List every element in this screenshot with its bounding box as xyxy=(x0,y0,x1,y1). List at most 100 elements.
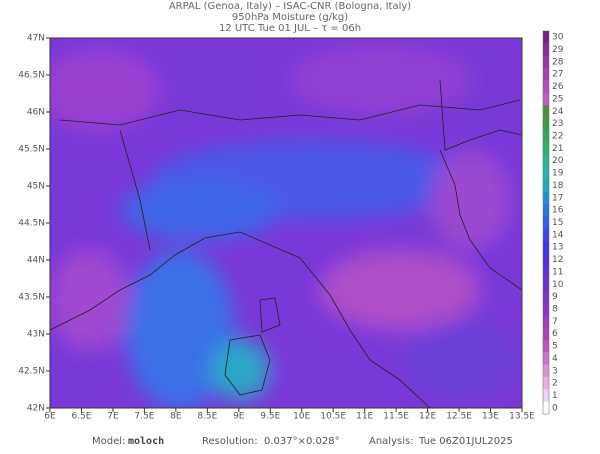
colorbar-label: 16 xyxy=(552,206,564,216)
x-tick-label: 13.5E xyxy=(509,412,535,422)
x-tick-label: 12.5E xyxy=(446,412,472,422)
colorbar-swatch xyxy=(543,129,549,143)
colorbar-label: 15 xyxy=(552,218,563,228)
colorbar-label: 29 xyxy=(552,45,564,55)
footer-label: Resolution: xyxy=(202,436,258,447)
colorbar-label: 0 xyxy=(552,403,558,413)
y-tick-label: 45.5N xyxy=(18,145,45,155)
x-tick-label: 11.5E xyxy=(383,412,409,422)
colorbar: 3029282726252423222120191817161514131211… xyxy=(542,30,564,415)
colorbar-swatch xyxy=(543,117,549,131)
colorbar-swatch xyxy=(543,302,549,316)
footer-label: Analysis: xyxy=(369,436,414,447)
colorbar-swatch xyxy=(543,154,549,168)
colorbar-label: 18 xyxy=(552,181,564,191)
y-tick-label: 47N xyxy=(27,34,45,44)
x-tick-label: 8E xyxy=(170,412,182,422)
colorbar-swatch xyxy=(543,68,549,81)
colorbar-swatch xyxy=(543,401,549,415)
colorbar-swatch xyxy=(543,142,549,155)
y-tick-label: 44N xyxy=(27,256,45,266)
y-tick-label: 44.5N xyxy=(18,219,45,229)
colorbar-swatch xyxy=(543,278,549,291)
colorbar-label: 10 xyxy=(552,280,564,290)
colorbar-label: 2 xyxy=(552,379,558,389)
x-tick-label: 8.5E xyxy=(197,412,217,422)
colorbar-label: 28 xyxy=(552,57,564,67)
y-tick-label: 42.5N xyxy=(18,367,45,377)
colorbar-swatch xyxy=(543,253,549,267)
colorbar-label: 23 xyxy=(552,119,563,129)
colorbar-label: 26 xyxy=(552,82,564,92)
colorbar-swatch xyxy=(543,191,549,205)
header-line: 12 UTC Tue 01 JUL – τ = 06h xyxy=(219,23,361,34)
x-tick-label: 6E xyxy=(44,412,56,422)
x-tick-label: 11E xyxy=(356,412,373,422)
colorbar-label: 11 xyxy=(552,267,563,277)
colorbar-label: 20 xyxy=(552,156,564,166)
colorbar-swatch xyxy=(543,352,549,365)
colorbar-swatch xyxy=(543,290,549,304)
colorbar-label: 22 xyxy=(552,132,563,142)
colorbar-swatch xyxy=(543,55,549,69)
y-tick-label: 42N xyxy=(27,404,45,414)
x-tick-label: 9.5E xyxy=(260,412,280,422)
coastlines xyxy=(50,79,522,408)
colorbar-frame xyxy=(542,30,550,415)
colorbar-label: 12 xyxy=(552,255,563,265)
colorbar-label: 30 xyxy=(552,33,564,43)
x-tick-label: 10.5E xyxy=(320,412,346,422)
colorbar-swatch xyxy=(543,31,549,44)
colorbar-label: 27 xyxy=(552,70,563,80)
colorbar-swatch xyxy=(543,105,549,118)
field xyxy=(50,38,522,408)
x-tick-label: 6.5E xyxy=(71,412,91,422)
colorbar-swatch xyxy=(543,216,549,229)
colorbar-label: 3 xyxy=(552,366,558,376)
footer-value: Tue 06Z01JUL2025 xyxy=(418,436,513,447)
x-tick-label: 12E xyxy=(419,412,436,422)
y-tick-label: 43N xyxy=(27,330,45,340)
colorbar-label: 7 xyxy=(552,317,558,327)
colorbar-label: 17 xyxy=(552,193,563,203)
x-tick-label: 10E xyxy=(293,412,310,422)
colorbar-label: 13 xyxy=(552,243,563,253)
x-tick-label: 13E xyxy=(482,412,499,422)
colorbar-label: 24 xyxy=(552,107,564,117)
colorbar-label: 9 xyxy=(552,292,558,302)
colorbar-swatch xyxy=(543,80,549,94)
x-tick-label: 7E xyxy=(107,412,119,422)
colorbar-label: 8 xyxy=(552,304,558,314)
colorbar-swatch xyxy=(543,339,549,353)
x-tick-label: 9E xyxy=(233,412,245,422)
colorbar-label: 1 xyxy=(552,391,558,401)
header-line: 950hPa Moisture (g/kg) xyxy=(232,12,348,23)
footer-label: Model: xyxy=(92,436,125,447)
colorbar-swatch xyxy=(543,203,549,217)
colorbar-label: 14 xyxy=(552,230,564,240)
colorbar-swatch xyxy=(543,376,549,390)
colorbar-swatch xyxy=(543,228,549,242)
colorbar-swatch xyxy=(543,327,549,341)
colorbar-label: 5 xyxy=(552,342,558,352)
colorbar-label: 21 xyxy=(552,144,563,154)
x-tick-label: 7.5E xyxy=(134,412,154,422)
colorbar-swatch xyxy=(543,364,549,378)
colorbar-swatch xyxy=(543,389,549,402)
footer-value: 0.037°×0.028° xyxy=(264,436,340,447)
header-line: ARPAL (Genoa, Italy) – ISAC-CNR (Bologna… xyxy=(169,1,411,12)
colorbar-label: 6 xyxy=(552,329,558,339)
y-tick-label: 43.5N xyxy=(18,293,45,303)
colorbar-swatch xyxy=(543,43,549,57)
footer-value: moloch xyxy=(128,436,164,447)
y-tick-label: 46.5N xyxy=(18,71,45,81)
colorbar-label: 19 xyxy=(552,169,564,179)
colorbar-swatch xyxy=(543,265,549,279)
colorbar-swatch xyxy=(543,179,549,192)
colorbar-swatch xyxy=(543,92,549,106)
colorbar-label: 25 xyxy=(552,94,563,104)
field-blobs xyxy=(50,45,520,408)
y-tick-label: 45N xyxy=(27,182,45,192)
